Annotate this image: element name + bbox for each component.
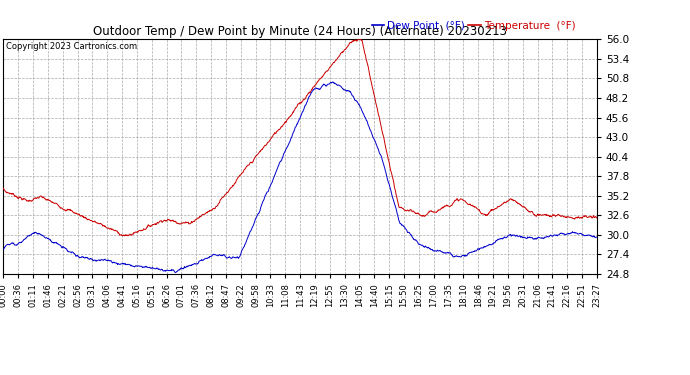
Text: Copyright 2023 Cartronics.com: Copyright 2023 Cartronics.com — [6, 42, 137, 51]
Title: Outdoor Temp / Dew Point by Minute (24 Hours) (Alternate) 20230213: Outdoor Temp / Dew Point by Minute (24 H… — [93, 25, 507, 38]
Legend: Dew Point  (°F), Temperature  (°F): Dew Point (°F), Temperature (°F) — [368, 16, 580, 35]
